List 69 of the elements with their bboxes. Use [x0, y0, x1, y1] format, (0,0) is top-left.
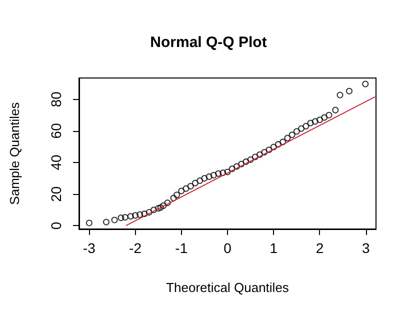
point — [238, 160, 245, 168]
y-axis-title: Sample Quantiles — [7, 102, 22, 205]
point — [146, 209, 152, 216]
chart-title: Normal Q-Q Plot — [150, 34, 267, 51]
point — [270, 144, 277, 150]
point — [298, 125, 305, 132]
point — [215, 170, 222, 177]
x-tick-label: -1 — [175, 240, 188, 256]
x-tick-label: 0 — [224, 240, 232, 256]
point — [293, 128, 300, 135]
point — [312, 118, 318, 125]
point — [224, 168, 231, 176]
point — [174, 192, 180, 198]
point — [86, 220, 92, 226]
y-tick-label: 0 — [48, 222, 64, 230]
point — [321, 114, 328, 121]
point — [136, 211, 144, 218]
point — [150, 206, 157, 214]
point — [160, 202, 167, 209]
point — [192, 180, 198, 186]
point — [280, 138, 286, 146]
point — [155, 205, 162, 212]
point — [288, 132, 296, 138]
point — [346, 88, 352, 94]
point — [261, 148, 268, 156]
x-tick-label: -2 — [129, 240, 142, 256]
point — [316, 116, 323, 124]
point — [132, 212, 139, 219]
x-tick-label: 3 — [362, 240, 370, 256]
point — [210, 172, 217, 178]
point — [233, 163, 240, 170]
point — [178, 188, 185, 194]
point — [307, 120, 314, 126]
point — [332, 106, 339, 114]
point — [118, 214, 124, 222]
point — [220, 170, 226, 176]
x-tick-label: 1 — [270, 240, 278, 256]
point — [157, 204, 164, 211]
point — [127, 213, 134, 220]
point — [196, 177, 204, 184]
point — [111, 216, 118, 224]
point — [284, 134, 291, 142]
point — [141, 210, 148, 218]
point — [252, 154, 258, 160]
point — [336, 92, 344, 98]
point — [362, 80, 369, 88]
point — [326, 112, 332, 118]
y-tick-label: 40 — [48, 154, 64, 170]
x-axis-title: Theoretical Quantiles — [166, 280, 290, 295]
point — [201, 175, 208, 182]
point — [302, 122, 310, 130]
point — [228, 166, 236, 172]
y-tick-label: 80 — [48, 91, 64, 108]
point — [122, 214, 128, 221]
point — [247, 156, 254, 163]
point — [266, 146, 272, 154]
x-tick-label: 2 — [316, 240, 324, 256]
point — [256, 151, 264, 158]
point — [242, 158, 250, 165]
point — [102, 218, 110, 226]
point — [164, 200, 171, 206]
y-tick-label: 60 — [48, 122, 64, 139]
point — [182, 185, 190, 192]
x-tick-label: -3 — [82, 240, 96, 256]
point — [274, 141, 282, 148]
y-tick-label: 20 — [48, 186, 64, 202]
point — [170, 194, 177, 202]
point — [206, 173, 212, 180]
point — [187, 182, 194, 190]
